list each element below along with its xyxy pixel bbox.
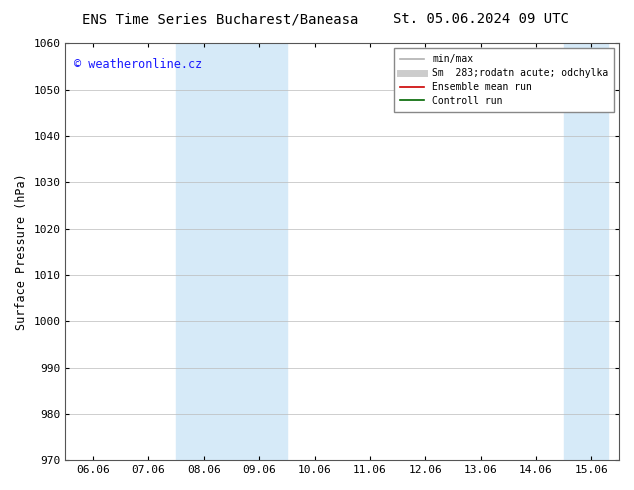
Legend: min/max, Sm  283;rodatn acute; odchylka, Ensemble mean run, Controll run: min/max, Sm 283;rodatn acute; odchylka, … xyxy=(394,49,614,112)
Bar xyxy=(564,44,608,460)
Text: St. 05.06.2024 09 UTC: St. 05.06.2024 09 UTC xyxy=(393,12,569,26)
Y-axis label: Surface Pressure (hPa): Surface Pressure (hPa) xyxy=(15,173,28,330)
Text: © weatheronline.cz: © weatheronline.cz xyxy=(74,58,202,71)
Bar xyxy=(176,44,287,460)
Text: ENS Time Series Bucharest/Baneasa: ENS Time Series Bucharest/Baneasa xyxy=(82,12,359,26)
